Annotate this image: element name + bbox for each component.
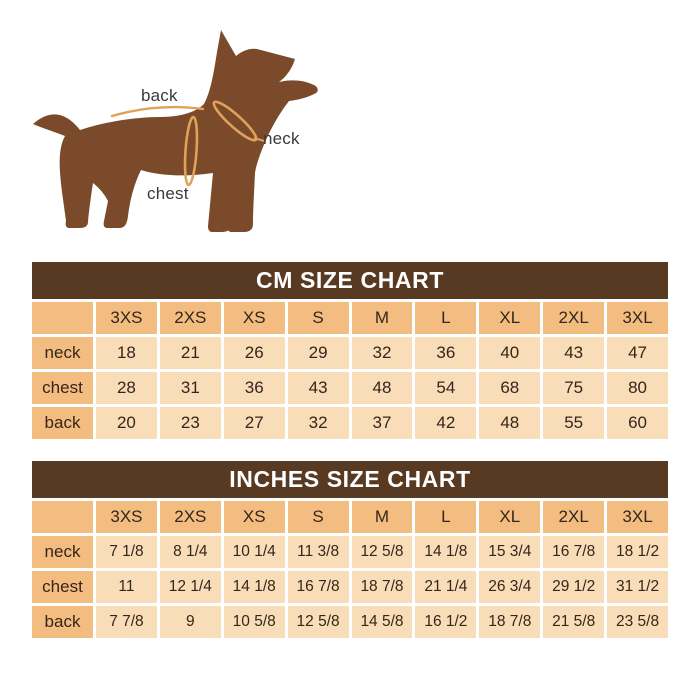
value-cell: 68	[479, 372, 541, 404]
value-cell: 21 1/4	[415, 571, 477, 603]
corner-cell	[32, 302, 93, 334]
value-cell: 26	[223, 337, 285, 369]
value-cell: 10 5/8	[223, 606, 285, 638]
inches-chart-title: INCHES SIZE CHART	[32, 461, 668, 498]
value-cell: 18 1/2	[607, 536, 668, 568]
chest-measure-ellipse	[183, 115, 199, 187]
chest-measure-label: chest	[147, 184, 189, 203]
value-cell: 36	[223, 372, 285, 404]
value-cell: 8 1/4	[159, 536, 221, 568]
dog-silhouette-graphic	[33, 30, 318, 232]
value-cell: 40	[479, 337, 541, 369]
dog-body-shape	[33, 30, 318, 232]
size-column-header: 3XL	[607, 501, 668, 533]
value-cell: 10 1/4	[223, 536, 285, 568]
back-measure-line	[110, 105, 205, 118]
row-label: back	[32, 407, 93, 439]
value-cell: 18	[96, 337, 157, 369]
value-cell: 11	[96, 571, 157, 603]
size-column-header: L	[415, 302, 477, 334]
value-cell: 43	[287, 372, 349, 404]
cm-size-chart-table: CM SIZE CHART 3XS 2XS XS S M L XL 2XL 3XL neck 18 2…	[32, 262, 668, 439]
value-cell: 9	[159, 606, 221, 638]
size-column-header: 2XS	[159, 302, 221, 334]
value-cell: 11 3/8	[287, 536, 349, 568]
value-cell: 20	[96, 407, 157, 439]
value-cell: 37	[351, 407, 413, 439]
row-label: chest	[32, 372, 93, 404]
value-cell: 42	[415, 407, 477, 439]
value-cell: 7 7/8	[96, 606, 157, 638]
value-cell: 18 7/8	[479, 606, 541, 638]
value-cell: 32	[287, 407, 349, 439]
size-column-header: 2XL	[543, 501, 605, 533]
value-cell: 16 7/8	[287, 571, 349, 603]
value-cell: 23 5/8	[607, 606, 668, 638]
value-cell: 14 1/8	[415, 536, 477, 568]
value-cell: 14 1/8	[223, 571, 285, 603]
value-cell: 16 7/8	[543, 536, 605, 568]
value-cell: 14 5/8	[351, 606, 413, 638]
value-cell: 12 1/4	[159, 571, 221, 603]
value-cell: 48	[351, 372, 413, 404]
dog-measurement-diagram: back neck chest	[0, 0, 345, 255]
value-cell: 31	[159, 372, 221, 404]
value-cell: 12 5/8	[287, 606, 349, 638]
value-cell: 31 1/2	[607, 571, 668, 603]
neck-pointer-line	[253, 137, 265, 142]
value-cell: 26 3/4	[479, 571, 541, 603]
value-cell: 75	[543, 372, 605, 404]
value-cell: 27	[223, 407, 285, 439]
value-cell: 15 3/4	[479, 536, 541, 568]
size-column-header: L	[415, 501, 477, 533]
corner-cell	[32, 501, 93, 533]
value-cell: 21	[159, 337, 221, 369]
value-cell: 18 7/8	[351, 571, 413, 603]
row-label: back	[32, 606, 93, 638]
value-cell: 80	[607, 372, 668, 404]
value-cell: 21 5/8	[543, 606, 605, 638]
row-label: chest	[32, 571, 93, 603]
value-cell: 43	[543, 337, 605, 369]
size-column-header: M	[351, 501, 413, 533]
value-cell: 54	[415, 372, 477, 404]
value-cell: 36	[415, 337, 477, 369]
row-label: neck	[32, 536, 93, 568]
size-column-header: 3XS	[96, 501, 157, 533]
value-cell: 60	[607, 407, 668, 439]
size-column-header: S	[287, 302, 349, 334]
cm-chart-grid: 3XS 2XS XS S M L XL 2XL 3XL neck 18 21 26 29 32 36 40 43 4…	[32, 302, 668, 439]
size-column-header: XL	[479, 302, 541, 334]
value-cell: 23	[159, 407, 221, 439]
size-column-header: 2XS	[159, 501, 221, 533]
cm-chart-title: CM SIZE CHART	[32, 262, 668, 299]
back-measure-label: back	[141, 86, 178, 105]
row-label: neck	[32, 337, 93, 369]
size-column-header: 3XS	[96, 302, 157, 334]
value-cell: 29 1/2	[543, 571, 605, 603]
size-column-header: 3XL	[607, 302, 668, 334]
size-column-header: M	[351, 302, 413, 334]
size-column-header: S	[287, 501, 349, 533]
size-column-header: 2XL	[543, 302, 605, 334]
value-cell: 55	[543, 407, 605, 439]
value-cell: 47	[607, 337, 668, 369]
inches-chart-grid: 3XS 2XS XS S M L XL 2XL 3XL neck 7 1/8 8 1/4 10 1/4 1…	[32, 501, 668, 638]
value-cell: 7 1/8	[96, 536, 157, 568]
value-cell: 28	[96, 372, 157, 404]
value-cell: 16 1/2	[415, 606, 477, 638]
size-column-header: XS	[223, 501, 285, 533]
size-column-header: XL	[479, 501, 541, 533]
value-cell: 32	[351, 337, 413, 369]
size-column-header: XS	[223, 302, 285, 334]
neck-measure-label: neck	[263, 129, 300, 148]
value-cell: 12 5/8	[351, 536, 413, 568]
neck-measure-ellipse	[212, 100, 258, 142]
value-cell: 29	[287, 337, 349, 369]
inches-size-chart-table: INCHES SIZE CHART 3XS 2XS XS S M L XL 2XL 3XL nec…	[32, 461, 668, 638]
value-cell: 48	[479, 407, 541, 439]
